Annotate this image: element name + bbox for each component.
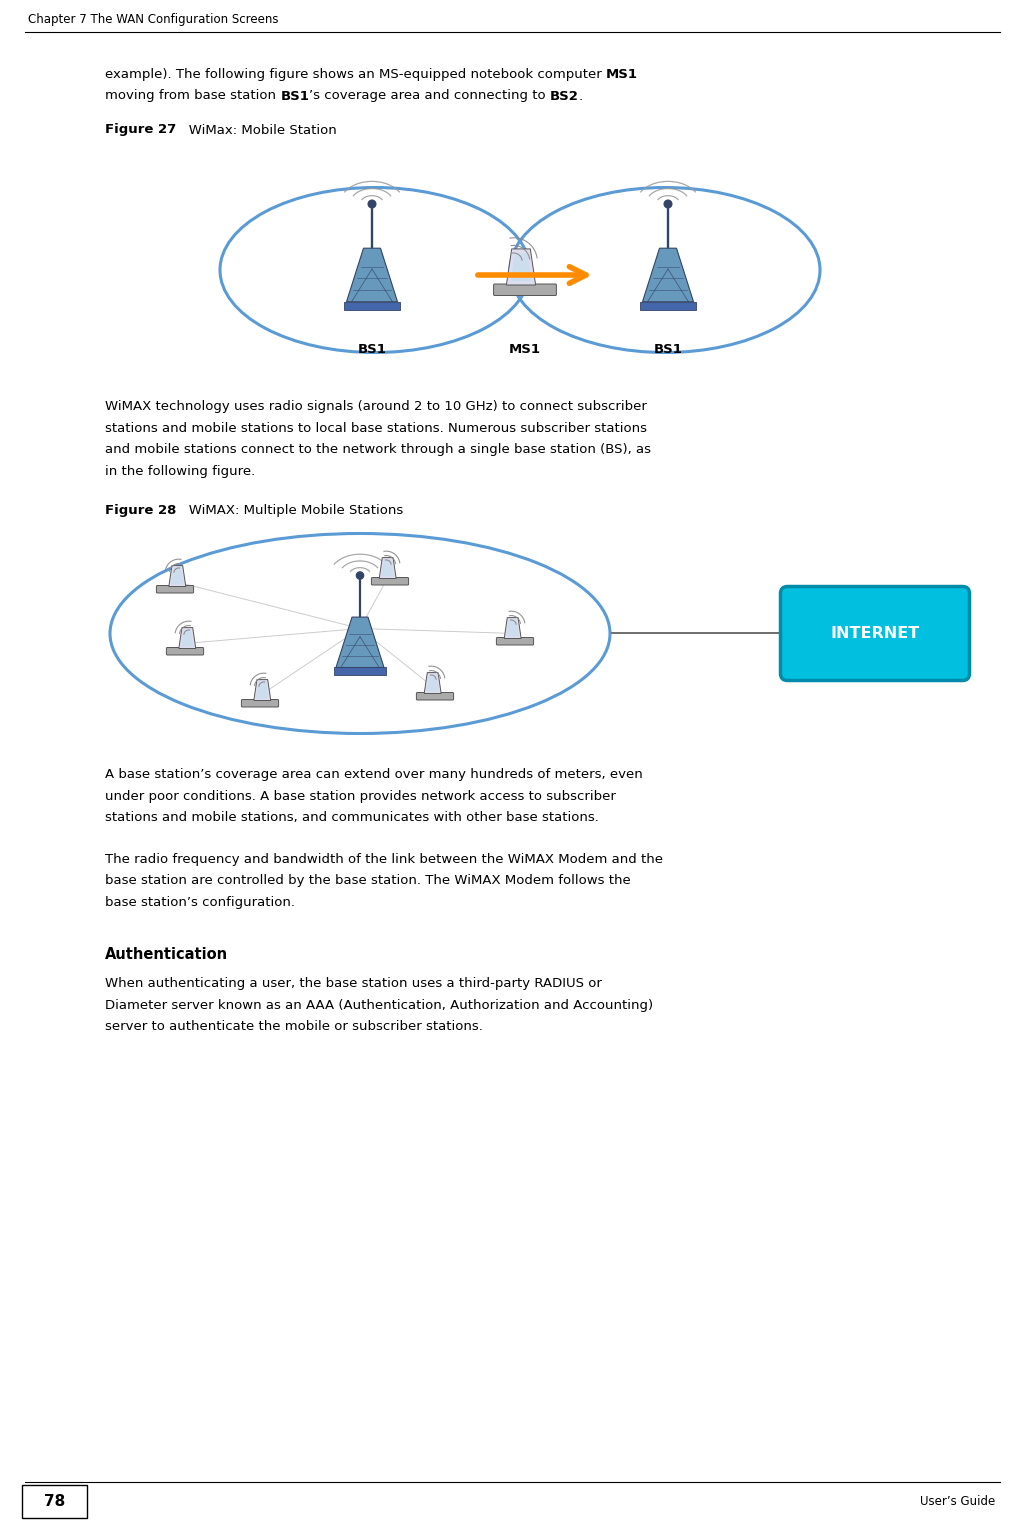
Text: User’s Guide: User’s Guide — [919, 1495, 995, 1509]
FancyBboxPatch shape — [494, 283, 557, 296]
Text: .: . — [579, 90, 583, 102]
Polygon shape — [178, 628, 196, 649]
Text: example). The following figure shows an MS-equipped notebook computer: example). The following figure shows an … — [105, 69, 606, 81]
Text: Chapter 7 The WAN Configuration Screens: Chapter 7 The WAN Configuration Screens — [28, 14, 279, 26]
Text: When authenticating a user, the base station uses a third-party RADIUS or: When authenticating a user, the base sta… — [105, 977, 602, 991]
FancyBboxPatch shape — [157, 585, 194, 593]
Bar — [22, 1484, 87, 1518]
Text: BS1: BS1 — [280, 90, 310, 102]
Text: Figure 28: Figure 28 — [105, 504, 176, 518]
Text: stations and mobile stations, and communicates with other base stations.: stations and mobile stations, and commun… — [105, 811, 599, 824]
Polygon shape — [171, 568, 183, 584]
Polygon shape — [181, 631, 194, 646]
Text: BS1: BS1 — [654, 343, 683, 357]
Text: stations and mobile stations to local base stations. Numerous subscriber station: stations and mobile stations to local ba… — [105, 422, 647, 434]
FancyBboxPatch shape — [371, 578, 409, 585]
Text: moving from base station: moving from base station — [105, 90, 280, 102]
Polygon shape — [643, 248, 694, 302]
Polygon shape — [346, 248, 398, 302]
Polygon shape — [506, 248, 536, 285]
FancyBboxPatch shape — [166, 648, 204, 655]
Polygon shape — [381, 561, 394, 576]
Text: WiMAX technology uses radio signals (around 2 to 10 GHz) to connect subscriber: WiMAX technology uses radio signals (aro… — [105, 401, 647, 413]
Text: A base station’s coverage area can extend over many hundreds of meters, even: A base station’s coverage area can exten… — [105, 768, 643, 782]
Text: Diameter server known as an AAA (Authentication, Authorization and Accounting): Diameter server known as an AAA (Authent… — [105, 1000, 653, 1012]
Text: MS1: MS1 — [509, 343, 541, 357]
Text: BS2: BS2 — [550, 90, 579, 102]
Text: INTERNET: INTERNET — [830, 626, 919, 642]
Bar — [640, 302, 696, 311]
Text: 78: 78 — [44, 1494, 66, 1509]
Polygon shape — [254, 680, 271, 701]
Text: ’s coverage area and connecting to: ’s coverage area and connecting to — [310, 90, 550, 102]
Text: Authentication: Authentication — [105, 948, 229, 963]
Text: server to authenticate the mobile or subscriber stations.: server to authenticate the mobile or sub… — [105, 1021, 483, 1033]
Polygon shape — [379, 558, 396, 579]
Polygon shape — [506, 620, 519, 637]
Text: MS1: MS1 — [606, 69, 638, 81]
Circle shape — [368, 200, 376, 207]
Bar — [344, 302, 400, 311]
Text: WiMAX: Multiple Mobile Stations: WiMAX: Multiple Mobile Stations — [176, 504, 404, 518]
FancyBboxPatch shape — [780, 587, 970, 681]
Bar — [333, 668, 386, 675]
Text: and mobile stations connect to the network through a single base station (BS), a: and mobile stations connect to the netwo… — [105, 443, 651, 457]
Polygon shape — [426, 675, 439, 692]
Text: base station’s configuration.: base station’s configuration. — [105, 896, 295, 908]
Text: WiMax: Mobile Station: WiMax: Mobile Station — [176, 123, 337, 137]
FancyBboxPatch shape — [416, 692, 454, 700]
Polygon shape — [336, 617, 384, 668]
Text: Figure 27: Figure 27 — [105, 123, 176, 137]
Text: base station are controlled by the base station. The WiMAX Modem follows the: base station are controlled by the base … — [105, 875, 630, 887]
FancyBboxPatch shape — [496, 637, 534, 645]
Text: in the following figure.: in the following figure. — [105, 465, 255, 479]
Circle shape — [664, 200, 671, 207]
FancyBboxPatch shape — [242, 700, 279, 707]
Polygon shape — [256, 683, 269, 698]
Polygon shape — [510, 253, 532, 282]
Polygon shape — [424, 672, 441, 693]
Polygon shape — [504, 617, 521, 639]
Text: The radio frequency and bandwidth of the link between the WiMAX Modem and the: The radio frequency and bandwidth of the… — [105, 853, 663, 866]
Circle shape — [357, 572, 364, 579]
Polygon shape — [169, 565, 186, 587]
Text: BS1: BS1 — [358, 343, 386, 357]
Text: under poor conditions. A base station provides network access to subscriber: under poor conditions. A base station pr… — [105, 789, 616, 803]
